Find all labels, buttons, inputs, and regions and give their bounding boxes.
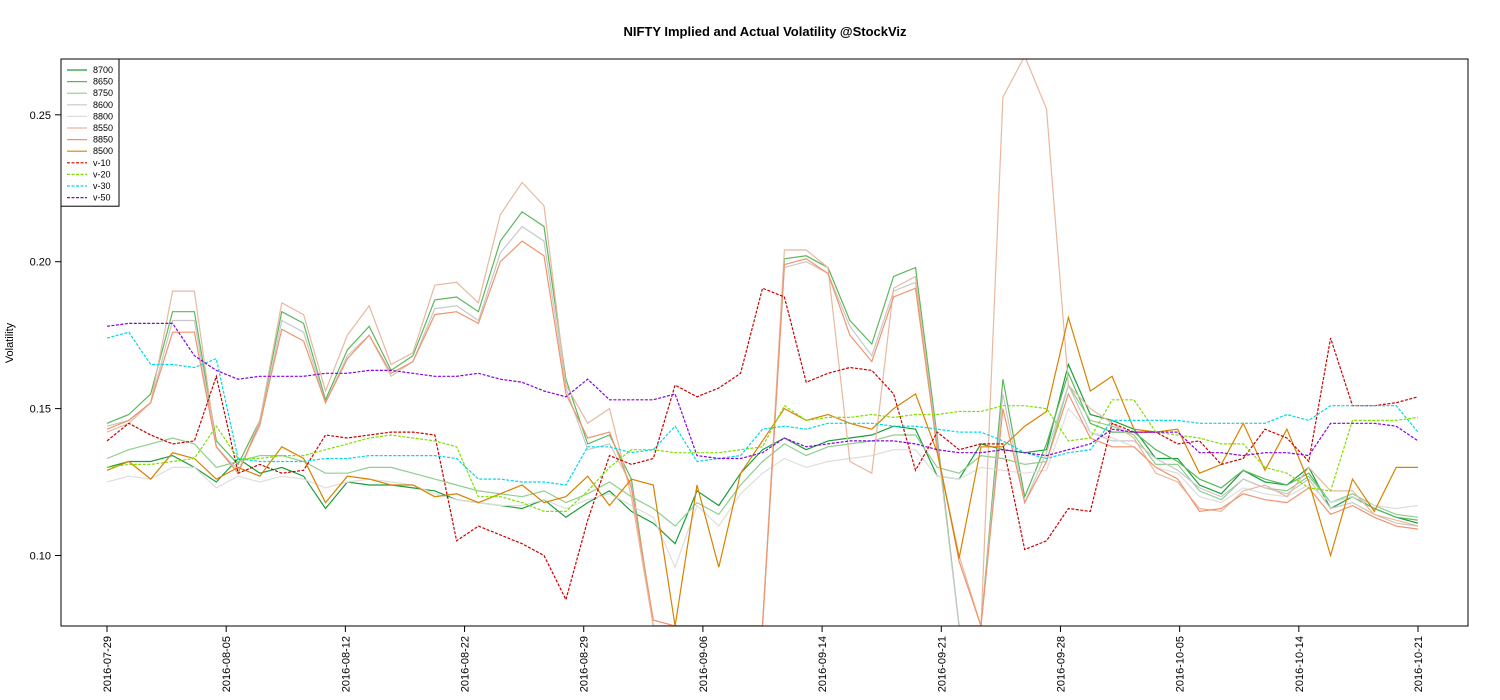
x-tick-label: 2016-09-06 xyxy=(698,636,710,692)
legend-label-8500: 8500 xyxy=(93,146,113,156)
legend-label-v-30: v-30 xyxy=(93,181,111,191)
series-line-8650 xyxy=(106,210,1419,626)
series-layer xyxy=(106,59,1419,626)
x-tick-label: 2016-10-21 xyxy=(1413,636,1425,692)
series-line-v-20 xyxy=(106,399,1419,512)
x-tick-label: 2016-08-12 xyxy=(340,636,352,692)
x-tick-label: 2016-09-21 xyxy=(936,636,948,692)
series-line-v-50 xyxy=(106,322,1419,460)
series-line-8550 xyxy=(106,59,1419,626)
x-tick-label: 2016-09-28 xyxy=(1055,636,1067,692)
x-tick-label: 2016-10-14 xyxy=(1294,636,1306,692)
y-axis-label: Volatility xyxy=(4,322,16,363)
x-tick-label: 2016-07-29 xyxy=(102,636,114,692)
x-tick-label: 2016-08-22 xyxy=(460,636,472,692)
y-axis: 0.10 0.15 0.20 0.25 xyxy=(30,110,61,562)
x-tick-label: 2016-10-05 xyxy=(1175,636,1187,692)
legend-label-8850: 8850 xyxy=(93,135,113,145)
legend-label-v-50: v-50 xyxy=(93,193,111,203)
legend-label-8650: 8650 xyxy=(93,77,113,87)
legend-label-8750: 8750 xyxy=(93,88,113,98)
legend-label-8800: 8800 xyxy=(93,111,113,121)
series-line-8750 xyxy=(106,383,1419,527)
y-tick-label: 0.25 xyxy=(30,110,51,122)
chart-title: NIFTY Implied and Actual Volatility @Sto… xyxy=(623,24,907,39)
x-tick-label: 2016-08-29 xyxy=(579,636,591,692)
legend-label-8700: 8700 xyxy=(93,65,113,75)
series-line-8700 xyxy=(106,362,1419,545)
legend-label-8550: 8550 xyxy=(93,123,113,133)
y-tick-label: 0.15 xyxy=(30,404,51,416)
series-line-8850 xyxy=(106,240,1419,626)
y-tick-label: 0.20 xyxy=(30,257,51,269)
legend-box xyxy=(60,58,120,207)
x-tick-label: 2016-09-14 xyxy=(817,636,829,692)
y-tick-label: 0.10 xyxy=(30,550,51,562)
legend-label-v-10: v-10 xyxy=(93,158,111,168)
series-line-8500 xyxy=(106,315,1418,626)
legend-label-8600: 8600 xyxy=(93,100,113,110)
x-tick-label: 2016-08-05 xyxy=(221,636,233,692)
x-axis: 2016-07-29 2016-08-05 2016-08-12 2016-08-22… xyxy=(102,626,1425,692)
plot-frame xyxy=(60,58,1469,627)
series-line-v-30 xyxy=(106,331,1419,486)
series-line-8600 xyxy=(106,225,1419,626)
series-line-8800 xyxy=(106,407,1419,569)
legend-label-v-20: v-20 xyxy=(93,169,111,179)
